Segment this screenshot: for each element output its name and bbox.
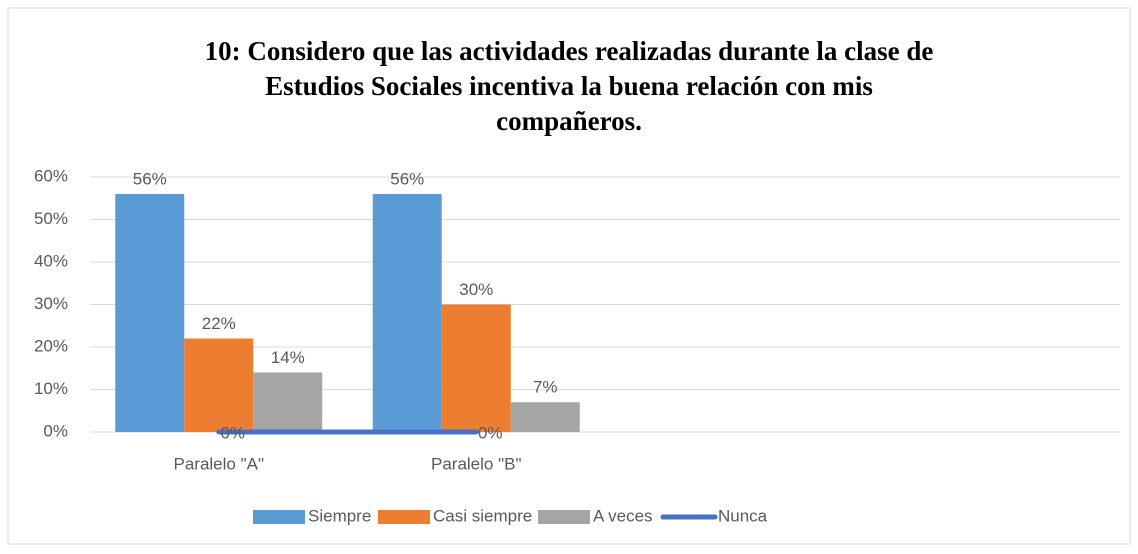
data-label: 56% bbox=[390, 169, 424, 188]
y-tick-label: 10% bbox=[34, 379, 68, 398]
chart-title: compañeros. bbox=[496, 106, 642, 136]
y-tick-label: 0% bbox=[43, 421, 68, 440]
data-label: 14% bbox=[271, 348, 305, 367]
bar bbox=[441, 304, 511, 432]
data-label: 56% bbox=[133, 169, 167, 188]
legend-swatch bbox=[538, 510, 590, 524]
legend-label: A veces bbox=[593, 506, 653, 525]
bar bbox=[115, 194, 185, 432]
y-tick-label: 40% bbox=[34, 251, 68, 270]
chart-frame bbox=[7, 7, 1131, 545]
chart-title: 10: Considero que las actividades realiz… bbox=[205, 36, 934, 66]
data-label: 7% bbox=[533, 378, 558, 397]
legend-label: Siempre bbox=[308, 506, 371, 525]
y-tick-label: 30% bbox=[34, 294, 68, 313]
bar bbox=[510, 402, 580, 432]
x-tick-label: Paralelo "B" bbox=[431, 454, 522, 473]
y-tick-label: 50% bbox=[34, 209, 68, 228]
y-tick-label: 60% bbox=[34, 166, 68, 185]
data-label: 0% bbox=[478, 423, 503, 442]
data-label: 0% bbox=[220, 423, 245, 442]
bar bbox=[184, 338, 254, 432]
data-label: 30% bbox=[459, 280, 493, 299]
data-label: 22% bbox=[202, 314, 236, 333]
bar bbox=[253, 372, 323, 432]
chart-title: Estudios Sociales incentiva la buena rel… bbox=[265, 71, 873, 101]
legend-swatch bbox=[378, 510, 430, 524]
legend-label: Nunca bbox=[718, 506, 768, 525]
bar bbox=[372, 194, 442, 432]
y-tick-label: 20% bbox=[34, 336, 68, 355]
legend-label: Casi siempre bbox=[433, 506, 532, 525]
x-tick-label: Paralelo "A" bbox=[173, 454, 264, 473]
legend-swatch bbox=[253, 510, 305, 524]
